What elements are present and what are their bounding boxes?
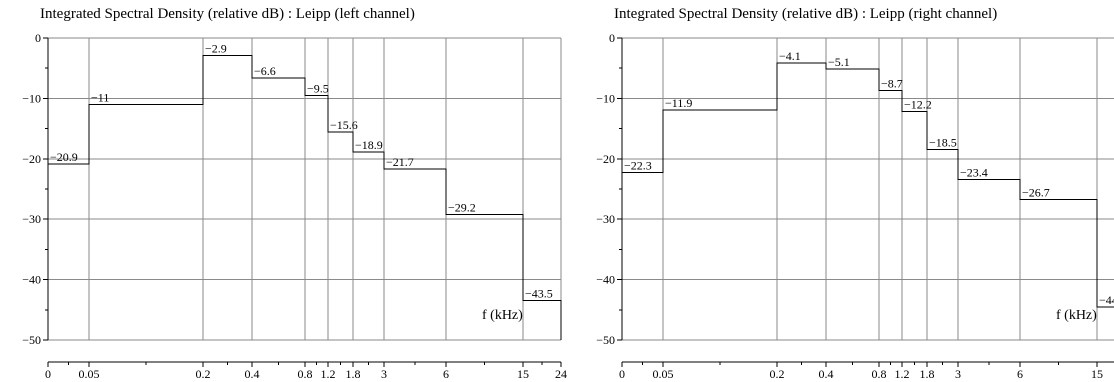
x-tick-label: 3 bbox=[381, 367, 387, 381]
y-tick-label: 0 bbox=[35, 31, 41, 45]
y-tick-label: −30 bbox=[596, 212, 615, 226]
x-tick-label: 0.4 bbox=[245, 367, 260, 381]
data-label: −23.4 bbox=[960, 165, 988, 179]
x-tick-label: 1.2 bbox=[895, 367, 910, 381]
y-tick-label: −30 bbox=[22, 212, 41, 226]
x-tick-label: 0 bbox=[45, 367, 51, 381]
y-tick-label: −10 bbox=[596, 91, 615, 105]
x-tick-label: 0.2 bbox=[770, 367, 785, 381]
x-axis-label: f (kHz) bbox=[482, 308, 523, 323]
x-tick-label: 0.2 bbox=[196, 367, 211, 381]
chart-panel-right: Integrated Spectral Density (relative dB… bbox=[596, 6, 1114, 381]
data-label: −4.1 bbox=[779, 49, 801, 63]
y-tick-label: −20 bbox=[596, 152, 615, 166]
data-label: −21.7 bbox=[386, 155, 414, 169]
x-tick-label: 1.8 bbox=[346, 367, 361, 381]
data-label: −9.5 bbox=[307, 81, 329, 95]
y-tick-label: −10 bbox=[22, 91, 41, 105]
data-label: −12.2 bbox=[904, 98, 932, 112]
data-label: −2.9 bbox=[205, 42, 227, 56]
x-tick-label: 3 bbox=[955, 367, 961, 381]
data-label: −44.5 bbox=[1099, 293, 1114, 307]
data-label: −18.5 bbox=[929, 136, 957, 150]
x-tick-label: 0.8 bbox=[298, 367, 313, 381]
data-label: −26.7 bbox=[1022, 185, 1050, 199]
chart-title: Integrated Spectral Density (relative dB… bbox=[40, 6, 415, 22]
x-tick-label: 6 bbox=[443, 367, 449, 381]
y-tick-label: −50 bbox=[596, 333, 615, 347]
x-tick-label: 0 bbox=[619, 367, 625, 381]
x-tick-label: 1.2 bbox=[321, 367, 336, 381]
x-tick-label: 15 bbox=[1091, 367, 1103, 381]
x-tick-label: 6 bbox=[1017, 367, 1023, 381]
data-label: −15.6 bbox=[330, 118, 358, 132]
y-tick-label: −20 bbox=[22, 152, 41, 166]
x-axis-label: f (kHz) bbox=[1056, 308, 1097, 323]
data-label: −43.5 bbox=[525, 287, 553, 301]
data-label: −11 bbox=[91, 90, 109, 104]
series-step-line bbox=[622, 62, 1114, 308]
data-label: −11.9 bbox=[665, 96, 692, 110]
y-tick-label: −40 bbox=[22, 273, 41, 287]
x-tick-label: 15 bbox=[517, 367, 529, 381]
x-tick-label: 24 bbox=[555, 367, 567, 381]
data-label: −29.2 bbox=[448, 200, 476, 214]
x-tick-label: 0.8 bbox=[872, 367, 887, 381]
data-label: −8.7 bbox=[881, 77, 903, 91]
data-label: −20.9 bbox=[50, 150, 78, 164]
x-tick-label: 0.4 bbox=[819, 367, 834, 381]
data-label: −6.6 bbox=[254, 64, 276, 78]
x-tick-label: 1.8 bbox=[920, 367, 935, 381]
chart-panel-left: Integrated Spectral Density (relative dB… bbox=[22, 6, 567, 381]
chart-title: Integrated Spectral Density (relative dB… bbox=[614, 6, 997, 22]
x-tick-label: 0.05 bbox=[653, 367, 674, 381]
y-tick-label: 0 bbox=[609, 31, 615, 45]
x-tick-label: 0.05 bbox=[79, 367, 100, 381]
data-label: −22.3 bbox=[624, 159, 652, 173]
y-tick-label: −40 bbox=[596, 273, 615, 287]
y-tick-label: −50 bbox=[22, 333, 41, 347]
data-label: −18.9 bbox=[355, 138, 383, 152]
data-label: −5.1 bbox=[828, 55, 850, 69]
